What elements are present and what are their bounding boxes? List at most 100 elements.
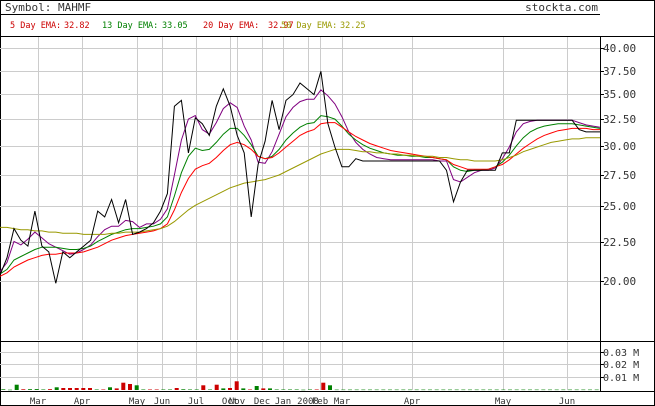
price-tick-label: 37.50 <box>603 65 636 78</box>
volume-bar <box>468 389 472 391</box>
price-tick-label: 25.00 <box>603 200 636 213</box>
x-tick-label: 2008 <box>297 397 319 406</box>
series-line-price <box>0 71 600 284</box>
price-tick-label: 30.00 <box>603 140 636 153</box>
volume-bar <box>554 389 559 391</box>
volume-bar <box>294 389 299 390</box>
volume-bar <box>141 389 146 390</box>
volume-bar <box>41 389 46 390</box>
price-tick-label: 22.50 <box>603 236 636 249</box>
price-tick-label: 27.50 <box>603 169 636 182</box>
volume-bar <box>481 389 486 391</box>
x-tick-label: Mar <box>334 397 351 406</box>
volume-bar <box>434 389 439 391</box>
price-y-axis: 40.00 37.50 35.00 32.50 30.00 27.50 25.00 22.50… <box>600 42 636 288</box>
legend-ema13-value: 33.05 <box>162 21 188 31</box>
volume-bar <box>381 389 386 391</box>
x-tick-label: Jul <box>188 397 204 406</box>
volume-bar <box>474 389 479 391</box>
series-line-ema50 <box>0 137 600 235</box>
volume-bars-group <box>1 381 599 391</box>
volume-bar <box>161 389 166 390</box>
volume-bar <box>301 389 306 391</box>
volume-bar <box>248 389 252 390</box>
volume-bar <box>234 381 239 390</box>
x-tick-label: Jun <box>559 397 575 406</box>
volume-bar <box>581 389 586 391</box>
volume-bar <box>281 389 286 390</box>
price-tick-label: 32.50 <box>603 113 636 126</box>
volume-bar <box>254 386 259 390</box>
volume-bar <box>128 384 132 390</box>
volume-bar <box>88 388 92 390</box>
price-tick-label: 20.00 <box>603 275 636 288</box>
legend-ema5-value: 32.82 <box>64 21 90 31</box>
x-tick-label: May <box>129 397 146 406</box>
volume-bar <box>28 389 32 390</box>
volume-bar <box>201 385 206 390</box>
volume-bar <box>94 389 99 390</box>
volume-bar <box>528 389 532 391</box>
volume-bar <box>521 389 526 391</box>
volume-bar <box>454 389 459 391</box>
x-tick-label: Feb <box>312 397 328 406</box>
volume-bar <box>228 388 232 390</box>
volume-bar <box>368 389 372 391</box>
volume-bar <box>314 389 319 390</box>
volume-bar <box>108 387 112 390</box>
volume-bar <box>341 389 346 391</box>
volume-bar <box>174 388 179 390</box>
volume-bar <box>34 389 39 390</box>
price-grid <box>0 37 600 340</box>
volume-bar <box>561 389 566 391</box>
x-tick-label: Oct <box>222 397 238 406</box>
volume-bar <box>414 389 419 391</box>
volume-y-axis: 0.03 M0.02 M 0.01 M <box>600 348 639 384</box>
volume-bar <box>168 389 172 390</box>
symbol-label: Symbol: MAHMF <box>5 1 91 14</box>
volume-bar <box>441 389 446 391</box>
legend-ema13-label: 13 Day EMA: <box>102 21 158 31</box>
volume-bar <box>408 389 412 391</box>
x-tick-label: Jun <box>154 397 170 406</box>
volume-bar <box>194 389 199 390</box>
volume-bar <box>548 389 552 391</box>
volume-bar <box>488 389 492 391</box>
volume-bar <box>274 389 279 390</box>
volume-bar <box>148 389 152 390</box>
volume-bar <box>221 388 226 390</box>
volume-bar <box>308 389 312 390</box>
x-tick-label: Mar <box>30 397 47 406</box>
volume-bar <box>14 384 19 390</box>
volume-tick-label: 0.02 M <box>603 360 639 371</box>
volume-bar <box>268 388 272 390</box>
volume-panel: 0.03 M0.02 M 0.01 M <box>0 341 655 392</box>
volume-bar <box>394 389 399 391</box>
volume-bar <box>214 384 219 390</box>
volume-bar <box>114 388 119 390</box>
volume-bar <box>81 388 86 390</box>
price-tick-label: 40.00 <box>603 42 636 55</box>
legend-ema20-label: 20 Day EMA: <box>203 21 259 31</box>
price-panel: 40.00 37.50 35.00 32.50 30.00 27.50 25.00 22.50… <box>0 36 655 392</box>
volume-bar <box>428 389 432 391</box>
volume-bar <box>241 388 246 390</box>
volume-bar <box>154 389 159 390</box>
volume-bar <box>534 389 539 391</box>
volume-bar <box>448 389 452 391</box>
volume-bar <box>334 389 339 391</box>
volume-bar <box>421 389 426 391</box>
volume-bar <box>181 389 186 390</box>
volume-bar <box>328 385 332 390</box>
volume-bar <box>401 389 406 391</box>
volume-bar <box>568 389 572 391</box>
volume-bar <box>68 388 72 390</box>
series-line-ema13 <box>0 115 601 275</box>
volume-bar <box>541 389 546 391</box>
series-line-ema20 <box>0 122 600 277</box>
volume-bar <box>54 387 59 390</box>
volume-bar <box>508 389 512 391</box>
brand-label: stockta.com <box>525 1 598 14</box>
